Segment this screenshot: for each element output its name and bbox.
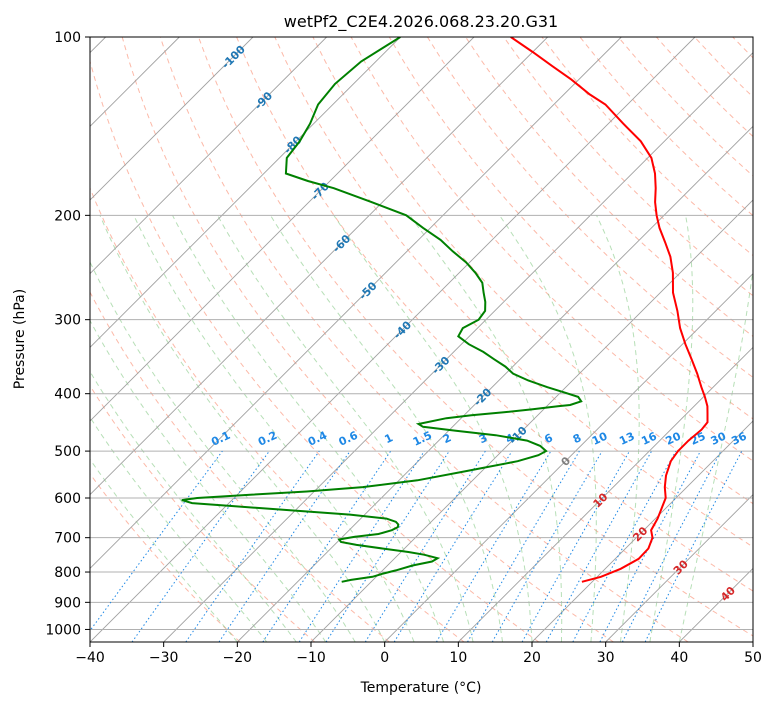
isotherm-line bbox=[90, 37, 475, 422]
y-tick-label: 800 bbox=[54, 565, 81, 581]
moist-adiabat bbox=[649, 215, 694, 642]
mixing-ratio-line bbox=[572, 450, 677, 642]
isotherm-line bbox=[90, 37, 622, 569]
y-tick-label: 900 bbox=[54, 595, 81, 611]
mixing-ratio-line bbox=[185, 450, 320, 642]
isotherm-line bbox=[458, 346, 753, 642]
y-tick-label: 500 bbox=[54, 444, 81, 460]
x-tick-label: −20 bbox=[223, 650, 253, 666]
axes: −40 −30 −20 −10 0 10 20 30 40 50 100 200 300 400 500 60… bbox=[45, 30, 762, 666]
moist-adiabat bbox=[90, 370, 297, 642]
y-tick-label: 300 bbox=[54, 313, 81, 329]
isotherm-line bbox=[90, 37, 327, 275]
isotherm-line bbox=[605, 494, 753, 642]
mixing-ratio-line bbox=[218, 450, 351, 642]
moist-adiabat bbox=[499, 215, 597, 642]
chart-title: wetPf2_C2E4.2026.068.23.20.G31 bbox=[284, 12, 558, 32]
mixing-ratio-label: 10 bbox=[590, 429, 610, 447]
y-tick-label: 100 bbox=[54, 30, 81, 46]
moist-adiabat bbox=[596, 215, 640, 642]
mixing-ratio-line bbox=[262, 450, 392, 642]
mixing-ratio-line bbox=[325, 450, 450, 642]
x-tick-label: 40 bbox=[670, 650, 688, 666]
x-tick-label: −10 bbox=[296, 650, 326, 666]
dry-adiabat bbox=[90, 384, 316, 642]
y-tick-label: 600 bbox=[54, 491, 81, 507]
dry-adiabat bbox=[350, 37, 753, 462]
mixing-ratio-label: 16 bbox=[639, 429, 659, 447]
isotherm-line bbox=[531, 420, 753, 642]
mixing-ratio-label: 13 bbox=[617, 430, 636, 448]
y-axis-label: Pressure (hPa) bbox=[12, 289, 28, 389]
moist-adiabat bbox=[90, 458, 238, 642]
moist-adiabat bbox=[172, 215, 445, 642]
isotherm-line bbox=[384, 273, 753, 642]
temperature-profile bbox=[510, 37, 709, 583]
isotherm-line bbox=[90, 37, 254, 201]
y-tick-label: 700 bbox=[54, 531, 81, 547]
isotherm-line bbox=[90, 37, 548, 496]
moist-adiabat bbox=[133, 215, 415, 642]
isotherm-line bbox=[310, 199, 753, 642]
mixing-ratio-label: 20 bbox=[664, 429, 684, 447]
dry-adiabat bbox=[90, 472, 241, 642]
x-axis-label: Temperature (°C) bbox=[360, 680, 482, 696]
x-tick-label: 30 bbox=[597, 650, 615, 666]
isotherm-line bbox=[237, 125, 753, 642]
y-tick-label: 200 bbox=[54, 208, 81, 224]
mixing-ratio-line bbox=[393, 450, 513, 642]
x-tick-label: −40 bbox=[75, 650, 105, 666]
dry-adiabat bbox=[465, 37, 753, 338]
dry-adiabat bbox=[388, 37, 753, 420]
mixing-ratio-line bbox=[545, 450, 653, 642]
dry-adiabat bbox=[503, 37, 753, 297]
mixing-ratio-line bbox=[521, 450, 630, 642]
plot-frame bbox=[89, 36, 754, 643]
moist-adiabat bbox=[217, 215, 474, 642]
x-tick-label: 0 bbox=[380, 650, 389, 666]
moist-adiabat bbox=[678, 265, 753, 642]
x-tick-label: −30 bbox=[149, 650, 179, 666]
mixing-ratio-line bbox=[90, 450, 223, 632]
moist-adiabat bbox=[409, 215, 563, 642]
dewpoint-profile bbox=[181, 37, 583, 583]
x-tick-label: 50 bbox=[744, 650, 762, 666]
moist-adiabat bbox=[90, 319, 327, 642]
moist-adiabat bbox=[333, 215, 533, 642]
y-tick-label: 1000 bbox=[45, 622, 81, 638]
dry-adiabat bbox=[90, 186, 465, 642]
mixing-ratio-line bbox=[644, 450, 743, 642]
mixing-ratio-line bbox=[131, 450, 270, 642]
dry-adiabat bbox=[312, 37, 753, 505]
mixing-ratio-label: 25 bbox=[688, 430, 707, 448]
isotherm-line bbox=[90, 37, 696, 642]
y-tick-label: 400 bbox=[54, 387, 81, 403]
dry-adiabat bbox=[236, 37, 753, 592]
mixing-ratio-line bbox=[298, 450, 425, 642]
isotherm-line bbox=[163, 52, 753, 642]
x-tick-label: 10 bbox=[449, 650, 467, 666]
mixing-ratio-label: 36 bbox=[729, 429, 749, 447]
dry-adiabat bbox=[159, 37, 689, 642]
mixing-ratio-label: 30 bbox=[709, 429, 729, 447]
moist-adiabat bbox=[270, 215, 503, 642]
isotherm-line bbox=[90, 37, 401, 348]
x-tick-label: 20 bbox=[523, 650, 541, 666]
moist-adiabat bbox=[90, 416, 268, 642]
dry-adiabat bbox=[90, 291, 390, 642]
dry-adiabat bbox=[121, 37, 614, 642]
